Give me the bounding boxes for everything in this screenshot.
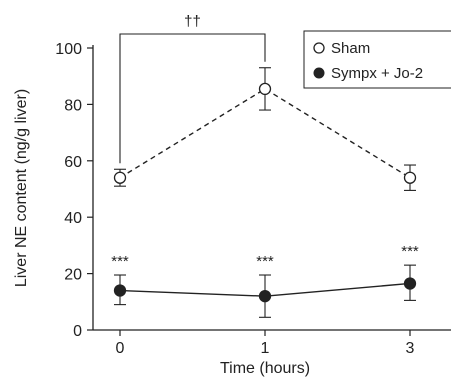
data-point-0-1	[258, 82, 272, 96]
data-point-0-2	[403, 171, 417, 184]
y-tick-label-20: 20	[64, 267, 82, 284]
annotations: *** *** ***	[111, 243, 419, 270]
x-ticks: 0 1 3	[116, 330, 415, 357]
series-group	[113, 67, 417, 318]
bracket-line	[119, 33, 266, 164]
x-axis-label: Time (hours)	[220, 360, 310, 377]
legend-box	[303, 30, 451, 89]
series-0	[113, 67, 417, 191]
significance-mark-1: ***	[256, 253, 274, 270]
y-tick-label-40: 40	[64, 210, 82, 227]
x-tick-label-3: 3	[406, 340, 415, 357]
data-point-1-2	[403, 277, 417, 290]
y-ticks: 0 20 40 60 80 100	[55, 41, 93, 340]
legend-label-sham: Sham	[331, 40, 370, 57]
legend-marker-sympx	[313, 67, 325, 79]
y-tick-label-0: 0	[73, 323, 82, 340]
legend-marker-sham	[313, 42, 325, 54]
data-point-1-0	[113, 284, 127, 297]
significance-mark-2: ***	[401, 243, 419, 260]
y-tick-label-80: 80	[64, 97, 82, 114]
legend: Sham Sympx + Jo-2	[303, 30, 451, 89]
x-tick-label-0: 0	[116, 340, 125, 357]
axes	[92, 45, 451, 331]
y-axis-label: Liver NE content (ng/g liver)	[13, 89, 30, 287]
data-point-0-0	[113, 171, 127, 184]
x-tick-label-1: 1	[261, 340, 270, 357]
significance-mark-0: ***	[111, 253, 129, 270]
series-1	[113, 264, 417, 318]
series-0-line	[119, 88, 411, 179]
y-tick-label-60: 60	[64, 154, 82, 171]
significance-bracket: ††	[119, 13, 266, 164]
y-tick-label-100: 100	[55, 41, 82, 58]
legend-label-sympx: Sympx + Jo-2	[331, 65, 423, 82]
data-point-1-1	[258, 290, 272, 303]
bracket-label: ††	[184, 13, 201, 30]
